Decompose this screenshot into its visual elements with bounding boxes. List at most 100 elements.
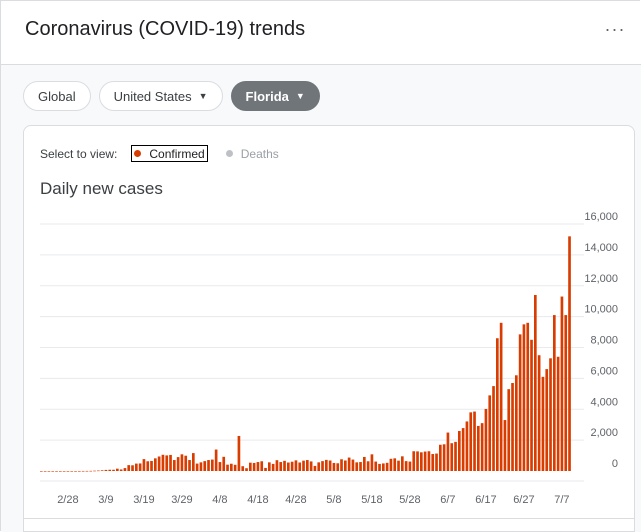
bar[interactable] xyxy=(351,459,355,471)
bar[interactable] xyxy=(480,423,484,471)
bar[interactable] xyxy=(450,443,454,471)
bar[interactable] xyxy=(233,464,237,471)
bar[interactable] xyxy=(306,460,309,471)
bar[interactable] xyxy=(123,468,127,471)
bar[interactable] xyxy=(226,464,229,471)
bar[interactable] xyxy=(366,461,370,471)
bar[interactable] xyxy=(59,471,62,472)
bar[interactable] xyxy=(370,454,374,471)
bar[interactable] xyxy=(249,462,252,471)
bar[interactable] xyxy=(264,467,267,471)
bar[interactable] xyxy=(298,462,302,471)
bar[interactable] xyxy=(108,469,112,471)
bar[interactable] xyxy=(40,471,43,472)
chip-florida[interactable]: Florida ▼ xyxy=(230,81,320,111)
bar[interactable] xyxy=(245,468,248,471)
bar[interactable] xyxy=(545,369,549,471)
bar[interactable] xyxy=(309,461,313,471)
bar[interactable] xyxy=(408,461,412,471)
bar[interactable] xyxy=(173,460,176,471)
bar[interactable] xyxy=(271,463,275,471)
bar[interactable] xyxy=(530,339,533,471)
bar[interactable] xyxy=(355,462,359,471)
bar[interactable] xyxy=(515,375,518,471)
bar[interactable] xyxy=(420,452,423,471)
bar[interactable] xyxy=(461,428,465,471)
bar[interactable] xyxy=(279,462,283,471)
bar[interactable] xyxy=(328,460,332,472)
bar[interactable] xyxy=(180,454,184,471)
bar[interactable] xyxy=(385,462,389,471)
bar[interactable] xyxy=(78,470,81,472)
bar[interactable] xyxy=(146,461,150,471)
bar[interactable] xyxy=(553,315,556,471)
bar[interactable] xyxy=(503,420,507,471)
bar[interactable] xyxy=(62,471,66,472)
bar[interactable] xyxy=(256,462,260,471)
bar[interactable] xyxy=(116,468,119,471)
bar[interactable] xyxy=(104,469,108,471)
bar[interactable] xyxy=(412,451,416,471)
bar[interactable] xyxy=(446,432,450,471)
bar[interactable] xyxy=(218,462,222,471)
bar[interactable] xyxy=(66,471,70,472)
chip-global[interactable]: Global xyxy=(23,81,91,111)
bar[interactable] xyxy=(199,462,203,471)
bar[interactable] xyxy=(127,465,131,471)
bar[interactable] xyxy=(150,460,153,471)
bar[interactable] xyxy=(203,461,207,471)
bar[interactable] xyxy=(260,461,264,471)
bar[interactable] xyxy=(112,469,115,471)
bar[interactable] xyxy=(568,236,571,471)
bar[interactable] xyxy=(275,460,279,471)
bar[interactable] xyxy=(119,469,123,471)
bar[interactable] xyxy=(165,455,169,471)
bar[interactable] xyxy=(43,471,47,472)
bar[interactable] xyxy=(211,459,214,471)
bar[interactable] xyxy=(473,411,476,471)
bar[interactable] xyxy=(382,463,385,471)
bar[interactable] xyxy=(313,465,317,471)
bar[interactable] xyxy=(222,456,226,471)
bar[interactable] xyxy=(154,458,157,471)
bar[interactable] xyxy=(511,383,514,471)
bar[interactable] xyxy=(435,453,438,471)
bar[interactable] xyxy=(268,462,271,471)
bar[interactable] xyxy=(404,461,408,471)
bar[interactable] xyxy=(47,471,51,472)
bar[interactable] xyxy=(439,444,442,471)
bar[interactable] xyxy=(363,456,366,471)
bar[interactable] xyxy=(397,460,400,471)
bar[interactable] xyxy=(89,470,93,472)
bar[interactable] xyxy=(336,463,340,471)
bar[interactable] xyxy=(507,389,511,471)
bar[interactable] xyxy=(556,356,560,471)
bar[interactable] xyxy=(142,459,146,471)
bar[interactable] xyxy=(431,454,435,471)
bar[interactable] xyxy=(85,470,89,472)
bar[interactable] xyxy=(427,451,431,471)
bar[interactable] xyxy=(252,462,256,471)
bar[interactable] xyxy=(423,451,427,471)
bar[interactable] xyxy=(549,358,552,471)
bar[interactable] xyxy=(389,458,393,471)
bar[interactable] xyxy=(492,386,495,471)
bar[interactable] xyxy=(465,421,469,471)
bar[interactable] xyxy=(401,456,404,471)
bar[interactable] xyxy=(321,461,324,471)
bar[interactable] xyxy=(332,462,336,471)
bar[interactable] xyxy=(347,457,351,471)
more-horiz-icon[interactable]: ··· xyxy=(604,18,626,39)
bar[interactable] xyxy=(93,470,96,472)
bar[interactable] xyxy=(302,460,305,471)
bar[interactable] xyxy=(157,456,161,471)
bar[interactable] xyxy=(374,461,378,471)
bar[interactable] xyxy=(484,408,488,471)
bar[interactable] xyxy=(560,296,564,471)
bar[interactable] xyxy=(537,355,541,471)
bar[interactable] xyxy=(442,444,446,471)
bar[interactable] xyxy=(55,471,58,472)
bar[interactable] xyxy=(237,435,241,471)
bar[interactable] xyxy=(526,322,530,471)
bar[interactable] xyxy=(458,431,461,471)
